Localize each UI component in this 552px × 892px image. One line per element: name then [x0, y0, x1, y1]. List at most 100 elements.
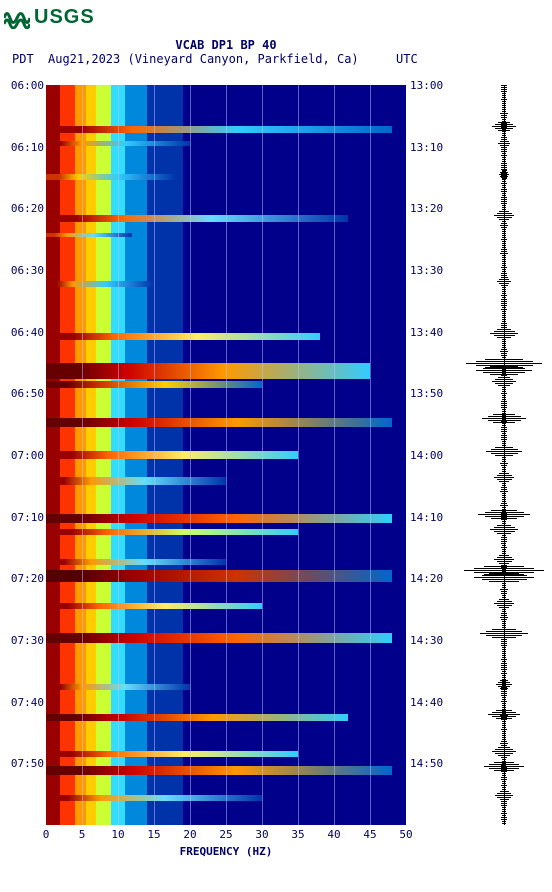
seismogram-noise: [500, 225, 508, 226]
seismogram-noise: [501, 817, 506, 818]
seismogram-noise: [501, 325, 507, 326]
seismogram-noise: [501, 191, 506, 192]
seismogram-noise: [502, 245, 506, 246]
xaxis-label: FREQUENCY (HZ): [46, 845, 406, 858]
seismogram-noise: [501, 199, 507, 200]
gridline-vertical: [334, 85, 335, 825]
seismogram-spike: [494, 762, 514, 763]
seismogram-noise: [502, 697, 506, 698]
seismogram-spike: [499, 473, 509, 474]
seismogram-spike: [499, 555, 509, 556]
seismogram-noise: [501, 91, 506, 92]
gridline-vertical: [82, 85, 83, 825]
seismogram-noise: [502, 257, 506, 258]
seismogram-noise: [502, 783, 506, 784]
yaxis-tick-pdt: 06:20: [6, 202, 44, 215]
seismogram-noise: [501, 427, 507, 428]
seismogram-spike: [497, 557, 512, 558]
seismogram-noise: [501, 151, 506, 152]
xaxis-tick: 40: [327, 828, 340, 841]
seismogram-noise: [502, 821, 507, 822]
seismogram-spike: [500, 145, 509, 146]
seismogram-noise: [502, 807, 507, 808]
seismogram-noise: [502, 341, 506, 342]
seismogram-noise: [501, 701, 508, 702]
seismogram-noise: [502, 95, 506, 96]
seismogram-spike: [499, 174, 509, 175]
seismogram-noise: [502, 159, 506, 160]
yaxis-tick-pdt: 06:40: [6, 326, 44, 339]
seismogram-spike: [497, 217, 512, 218]
seismogram-spike: [492, 381, 516, 382]
seismogram-spike: [499, 283, 510, 284]
seismogram-noise: [502, 823, 506, 824]
xaxis-tick: 5: [79, 828, 86, 841]
seismogram-noise: [502, 269, 506, 270]
seismogram-noise: [501, 155, 507, 156]
seismogram-noise: [502, 733, 506, 734]
usgs-logo-text: USGS: [34, 6, 95, 29]
seismogram-noise: [501, 591, 507, 592]
seismogram-noise: [501, 439, 506, 440]
seismogram-noise: [502, 507, 507, 508]
seismogram-noise: [501, 303, 507, 304]
seismogram-spike: [495, 749, 513, 750]
seismogram-spike: [482, 575, 527, 576]
gridline-vertical: [190, 85, 191, 825]
seismogram-spike: [488, 416, 521, 417]
seismogram-spike: [498, 385, 510, 386]
seismogram-noise: [502, 101, 507, 102]
seismogram-noise: [502, 343, 506, 344]
seismogram-noise: [501, 327, 507, 328]
seismogram-spike: [499, 599, 509, 600]
xaxis-tick: 45: [363, 828, 376, 841]
seismogram-noise: [502, 811, 506, 812]
seismogram-spike: [498, 747, 510, 748]
spectrogram-event-band: [46, 633, 392, 643]
seismogram-noise: [501, 249, 507, 250]
seismogram-noise: [502, 705, 506, 706]
seismogram-noise: [502, 461, 507, 462]
seismogram-noise: [501, 89, 507, 90]
seismogram-spike: [494, 559, 514, 560]
seismogram-spike: [493, 422, 515, 423]
gridline-vertical: [298, 85, 299, 825]
seismogram-spike: [501, 277, 508, 278]
seismogram-noise: [501, 435, 507, 436]
tz-right-label: UTC: [396, 52, 418, 66]
spectrogram-event-band: [46, 174, 176, 180]
seismogram-noise: [501, 295, 507, 296]
seismogram-spike: [495, 447, 513, 448]
seismogram-spike: [497, 337, 511, 338]
seismogram-noise: [502, 161, 506, 162]
spectrogram-event-band: [46, 714, 348, 721]
seismogram-noise: [501, 593, 506, 594]
spectrogram-event-band: [46, 751, 298, 757]
seismogram-noise: [501, 301, 507, 302]
seismogram-noise: [502, 157, 506, 158]
seismogram-noise: [502, 247, 507, 248]
seismogram-noise: [500, 589, 508, 590]
seismogram-noise: [501, 223, 506, 224]
seismogram-spike: [497, 601, 512, 602]
seismogram-spike: [492, 629, 516, 630]
seismogram-noise: [501, 401, 507, 402]
seismogram-spike: [476, 370, 532, 371]
seismogram-noise: [502, 261, 506, 262]
seismogram-spike: [478, 514, 530, 515]
date-loc-label: Aug21,2023 (Vineyard Canyon, Parkfield, …: [48, 52, 359, 66]
seismogram-noise: [502, 727, 507, 728]
seismogram-noise: [502, 97, 507, 98]
seismogram-noise: [501, 669, 506, 670]
spectrogram-event-band: [46, 281, 154, 287]
seismogram-spike: [483, 372, 525, 373]
seismogram-noise: [502, 499, 506, 500]
seismogram-noise: [501, 695, 506, 696]
seismogram-spike: [500, 176, 508, 177]
gridline-vertical: [226, 85, 227, 825]
seismogram-spike: [491, 449, 518, 450]
seismogram-noise: [502, 735, 506, 736]
seismogram-spike: [497, 329, 511, 330]
seismogram-noise: [502, 271, 506, 272]
seismogram-noise: [502, 131, 506, 132]
